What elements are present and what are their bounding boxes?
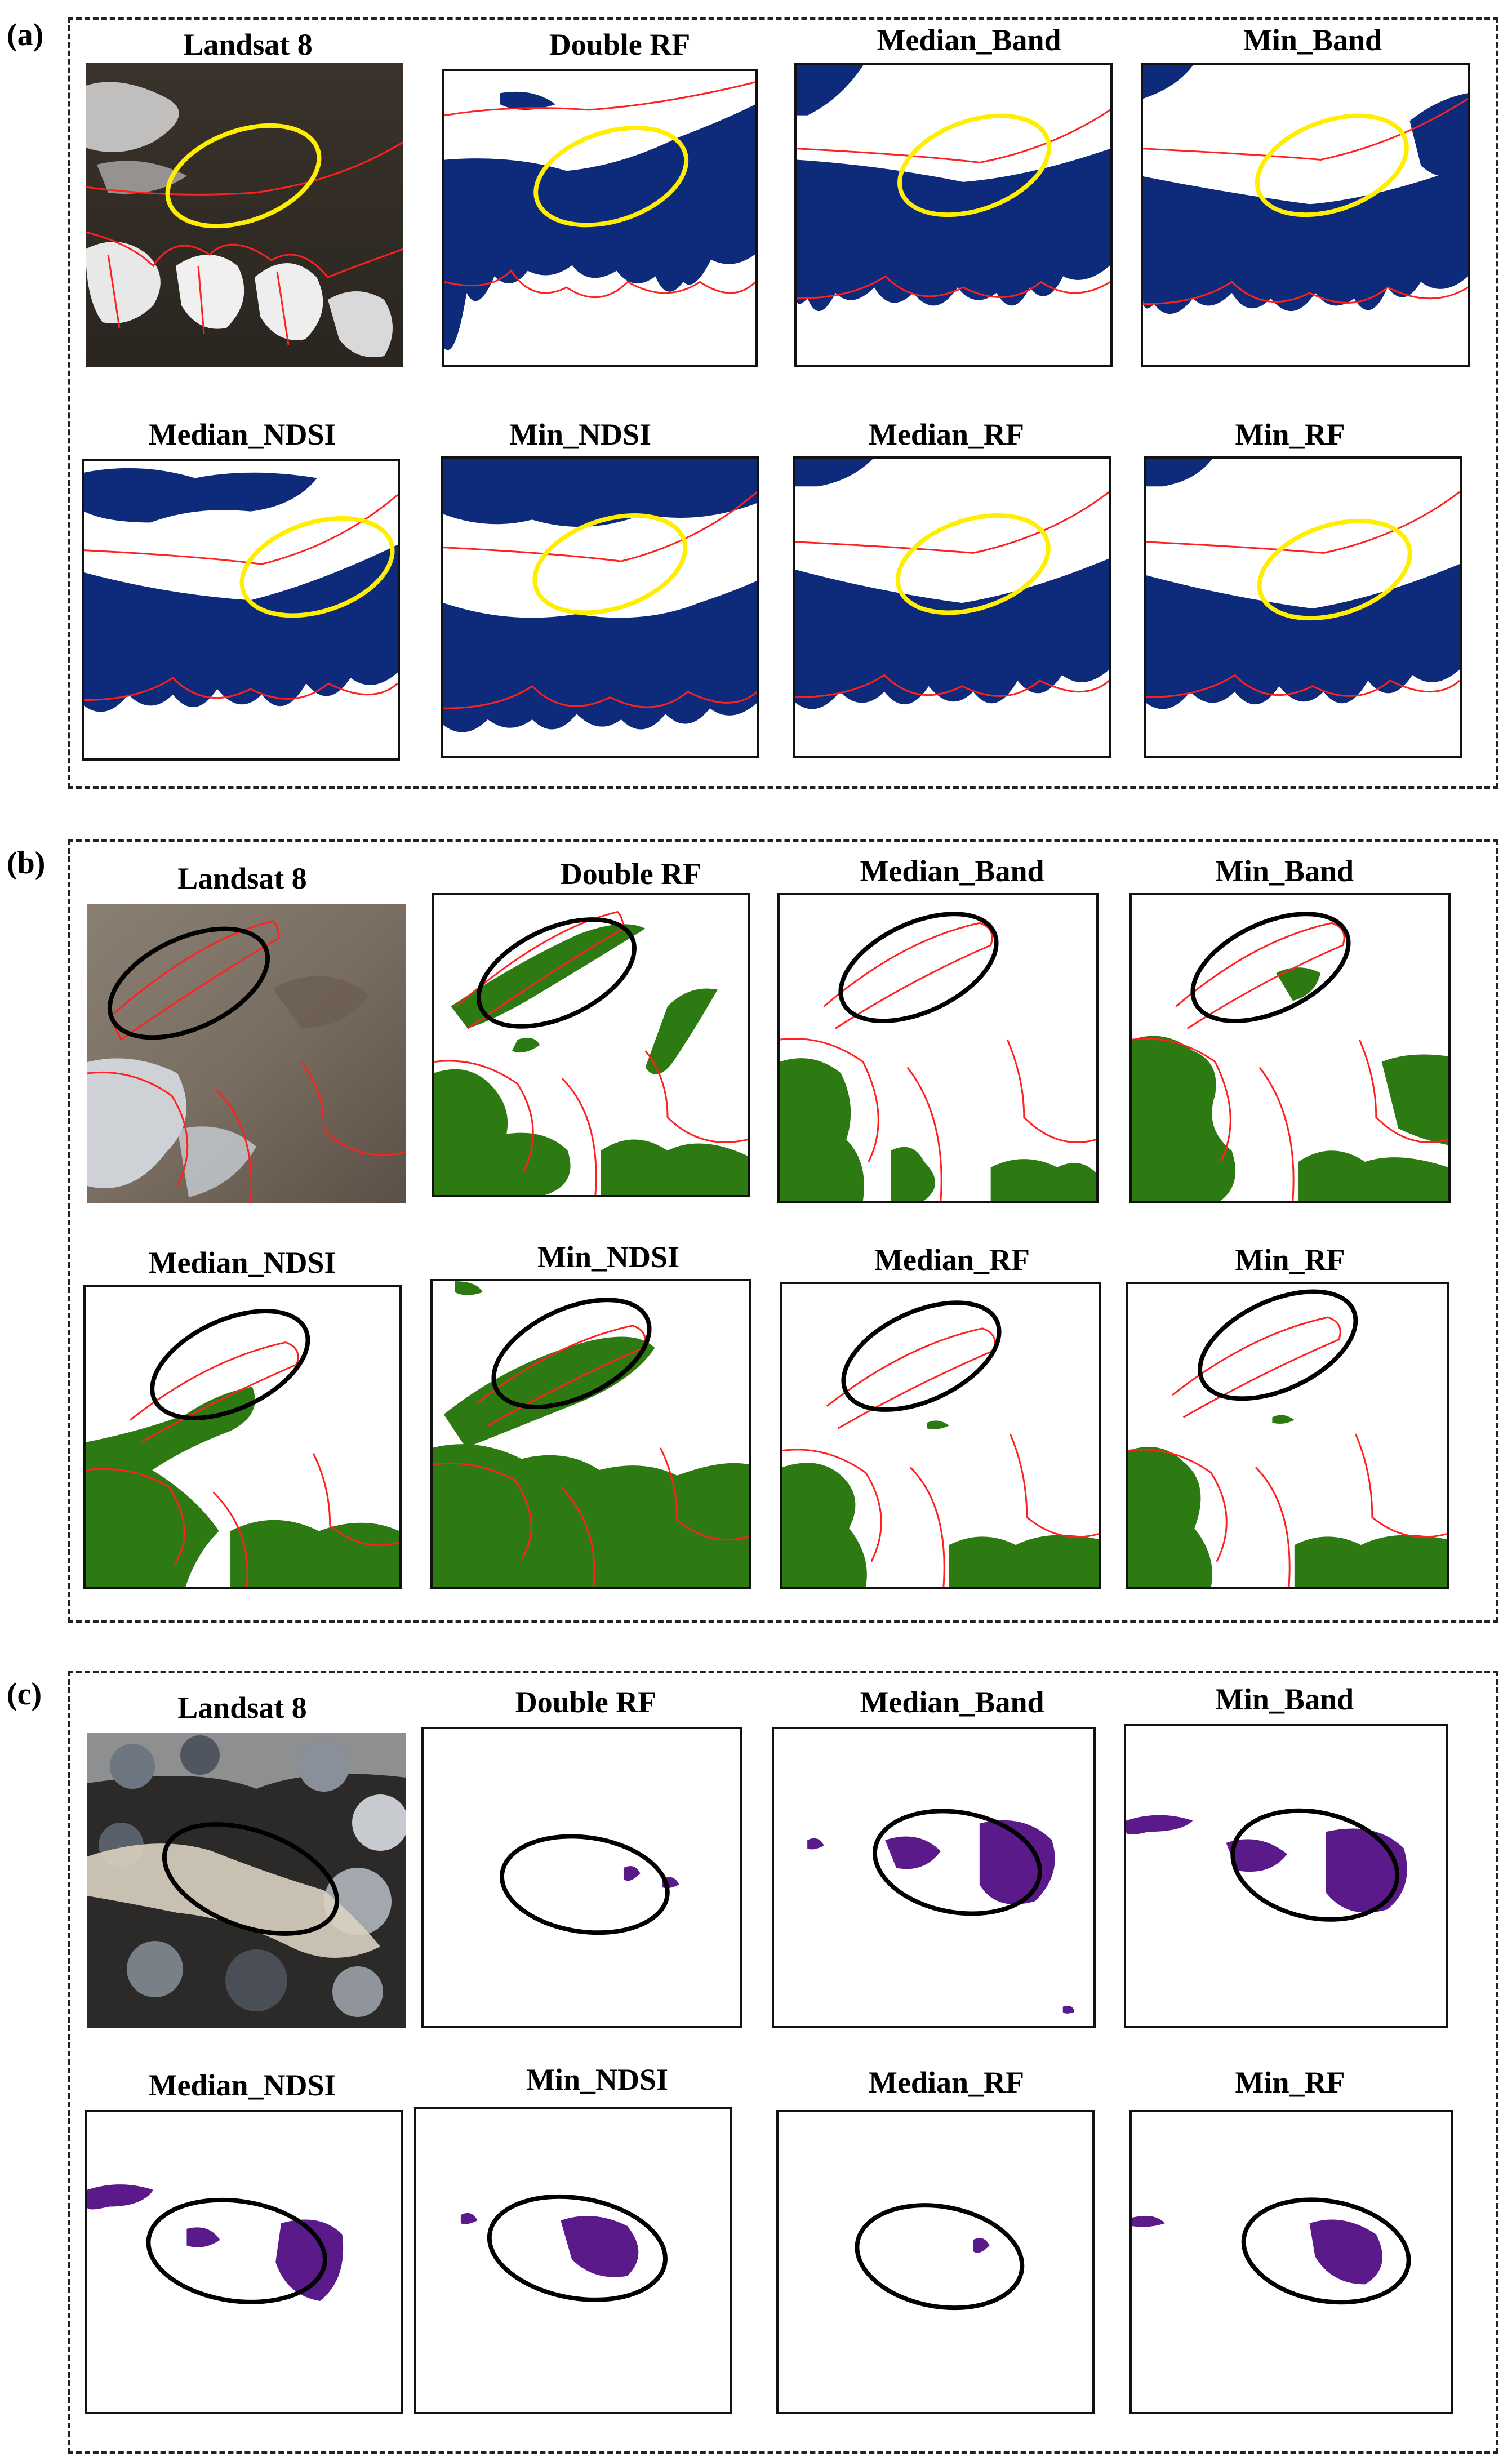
panel-b-title-landsat8: Landsat 8 bbox=[177, 861, 307, 895]
panel-b-title-double-rf: Double RF bbox=[560, 857, 702, 891]
panel-c-min-band-map bbox=[1124, 1724, 1448, 2028]
panel-a-title-median-ndsi: Median_NDSI bbox=[148, 417, 336, 451]
panel-c-title-median-rf: Median_RF bbox=[869, 2065, 1024, 2099]
panel-a-median-rf-map bbox=[793, 456, 1111, 758]
panel-c-double-rf-map bbox=[421, 1727, 742, 2028]
panel-b-median-band-map bbox=[777, 893, 1099, 1203]
panel-b-min-rf-map bbox=[1126, 1282, 1449, 1589]
panel-c bbox=[68, 1671, 1498, 2454]
panel-a-letter: (a) bbox=[7, 17, 44, 52]
panel-a-title-median-band: Median_Band bbox=[877, 23, 1061, 57]
panel-a-landsat8-image bbox=[86, 63, 403, 367]
panel-a-title-min-rf: Min_RF bbox=[1235, 417, 1345, 451]
panel-b-double-rf-map bbox=[432, 893, 750, 1197]
panel-b-min-ndsi-map bbox=[430, 1279, 751, 1589]
panel-c-title-landsat8: Landsat 8 bbox=[177, 1691, 307, 1725]
panel-b-title-min-band: Min_Band bbox=[1215, 854, 1354, 888]
panel-b-title-median-rf: Median_RF bbox=[874, 1243, 1030, 1277]
panel-c-title-median-band: Median_Band bbox=[860, 1685, 1044, 1719]
panel-c-min-ndsi-map bbox=[414, 2107, 732, 2414]
panel-a-title-min-ndsi: Min_NDSI bbox=[509, 417, 652, 451]
panel-c-letter: (c) bbox=[7, 1677, 42, 1712]
panel-b-title-median-ndsi: Median_NDSI bbox=[148, 1246, 336, 1280]
panel-a-title-landsat8: Landsat 8 bbox=[183, 28, 313, 61]
panel-b-title-min-rf: Min_RF bbox=[1235, 1243, 1345, 1277]
panel-a-title-median-rf: Median_RF bbox=[869, 417, 1024, 451]
panel-c-min-rf-map bbox=[1129, 2110, 1453, 2414]
panel-b bbox=[68, 839, 1498, 1623]
panel-c-title-min-band: Min_Band bbox=[1215, 1682, 1354, 1716]
panel-b-median-rf-map bbox=[780, 1282, 1101, 1589]
panel-a-median-ndsi-map bbox=[82, 459, 400, 761]
panel-a-title-min-band: Min_Band bbox=[1243, 23, 1382, 57]
panel-a bbox=[68, 17, 1498, 789]
panel-b-title-median-band: Median_Band bbox=[860, 854, 1044, 888]
panel-a-title-double-rf: Double RF bbox=[549, 28, 691, 61]
panel-c-title-min-ndsi: Min_NDSI bbox=[526, 2063, 669, 2096]
panel-a-min-ndsi-map bbox=[441, 456, 759, 758]
panel-b-median-ndsi-map bbox=[83, 1285, 402, 1589]
panel-b-landsat8-image bbox=[87, 904, 406, 1203]
panel-c-median-band-map bbox=[772, 1727, 1096, 2028]
panel-b-title-min-ndsi: Min_NDSI bbox=[537, 1240, 680, 1274]
panel-a-double-rf-map bbox=[442, 69, 758, 367]
panel-c-title-median-ndsi: Median_NDSI bbox=[148, 2068, 336, 2102]
panel-c-median-rf-map bbox=[776, 2110, 1095, 2414]
panel-c-title-double-rf: Double RF bbox=[515, 1685, 657, 1719]
panel-b-letter: (b) bbox=[7, 846, 46, 881]
panel-c-landsat8-image bbox=[87, 1733, 406, 2028]
panel-a-min-rf-map bbox=[1144, 456, 1462, 758]
panel-a-median-band-map bbox=[794, 63, 1113, 367]
panel-c-title-min-rf: Min_RF bbox=[1235, 2065, 1345, 2099]
panel-b-min-band-map bbox=[1129, 893, 1451, 1203]
panel-c-median-ndsi-map bbox=[85, 2110, 403, 2414]
panel-a-min-band-map bbox=[1141, 63, 1470, 367]
